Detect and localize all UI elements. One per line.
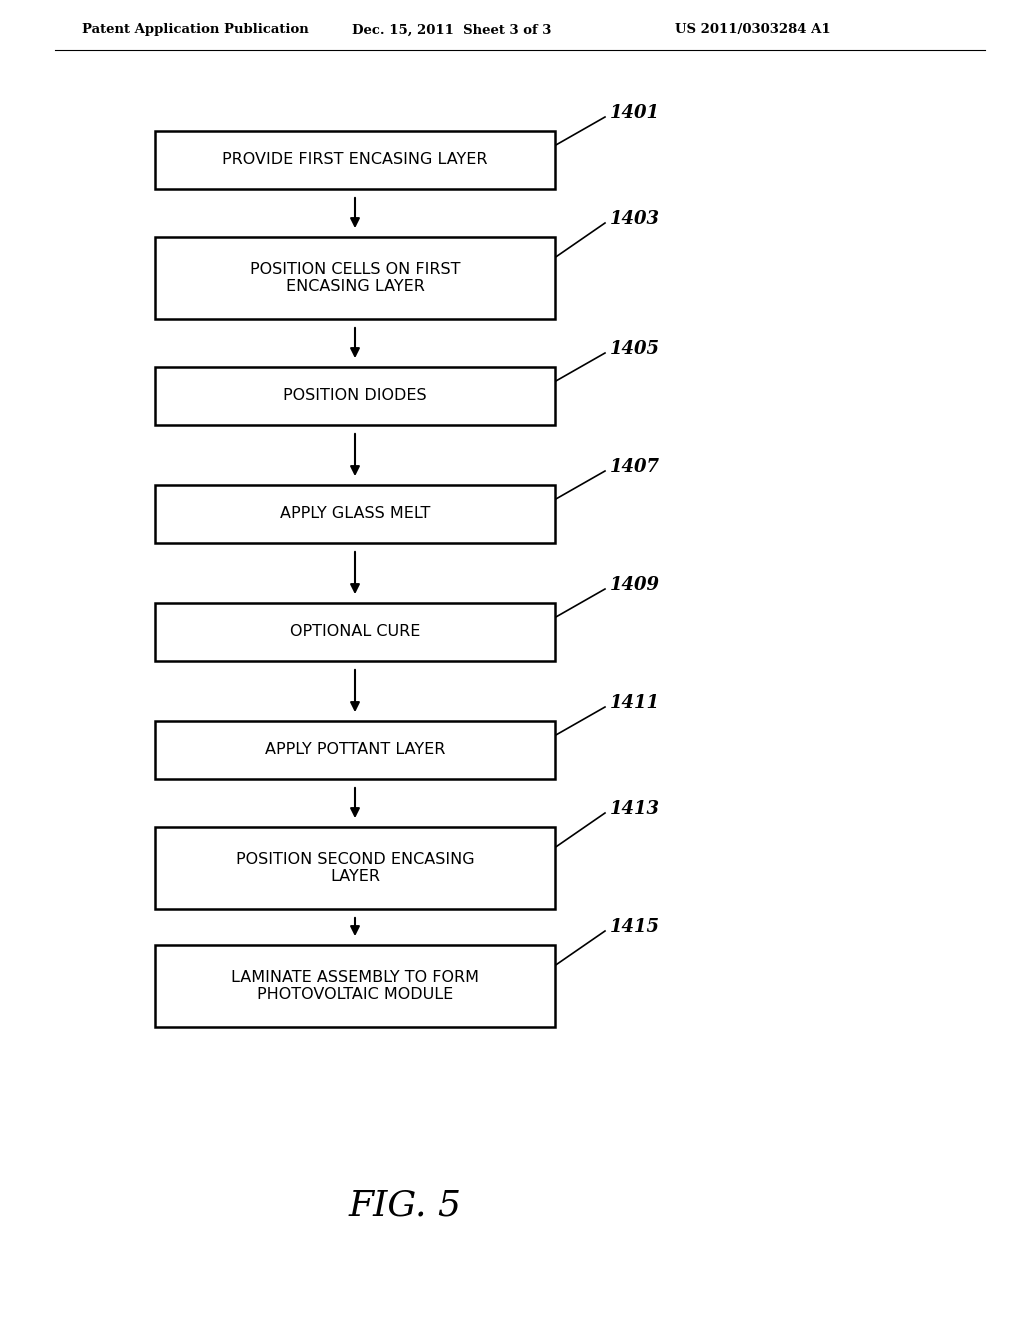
Text: PROVIDE FIRST ENCASING LAYER: PROVIDE FIRST ENCASING LAYER — [222, 153, 487, 168]
Bar — [155, 131, 555, 189]
Bar — [155, 945, 555, 1027]
Text: 1409: 1409 — [610, 576, 660, 594]
Bar — [155, 721, 555, 779]
Text: POSITION SECOND ENCASING
LAYER: POSITION SECOND ENCASING LAYER — [236, 851, 474, 884]
Text: 1405: 1405 — [610, 341, 660, 358]
Text: POSITION DIODES: POSITION DIODES — [284, 388, 427, 404]
Text: 1403: 1403 — [610, 210, 660, 228]
Text: US 2011/0303284 A1: US 2011/0303284 A1 — [675, 24, 830, 37]
Text: POSITION CELLS ON FIRST
ENCASING LAYER: POSITION CELLS ON FIRST ENCASING LAYER — [250, 261, 460, 294]
Text: Dec. 15, 2011  Sheet 3 of 3: Dec. 15, 2011 Sheet 3 of 3 — [352, 24, 551, 37]
Bar — [155, 367, 555, 425]
Text: FIG. 5: FIG. 5 — [348, 1188, 462, 1222]
Text: 1415: 1415 — [610, 917, 660, 936]
Text: 1411: 1411 — [610, 694, 660, 711]
Bar — [155, 484, 555, 543]
Text: 1401: 1401 — [610, 104, 660, 121]
Text: OPTIONAL CURE: OPTIONAL CURE — [290, 624, 420, 639]
Text: 1407: 1407 — [610, 458, 660, 477]
Text: APPLY GLASS MELT: APPLY GLASS MELT — [280, 507, 430, 521]
Text: LAMINATE ASSEMBLY TO FORM
PHOTOVOLTAIC MODULE: LAMINATE ASSEMBLY TO FORM PHOTOVOLTAIC M… — [231, 970, 479, 1002]
Bar — [155, 238, 555, 319]
Text: APPLY POTTANT LAYER: APPLY POTTANT LAYER — [265, 742, 445, 758]
Text: 1413: 1413 — [610, 800, 660, 818]
Bar — [155, 828, 555, 909]
Text: Patent Application Publication: Patent Application Publication — [82, 24, 309, 37]
Bar — [155, 603, 555, 661]
